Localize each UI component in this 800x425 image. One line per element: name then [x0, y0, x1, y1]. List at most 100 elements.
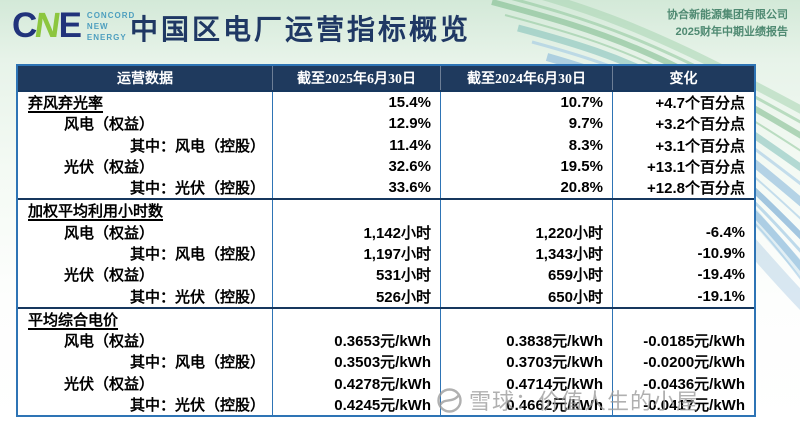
table-header-row: 运营数据 截至2025年6月30日 截至2024年6月30日 变化 [18, 66, 754, 90]
table-row: 其中：光伏（控股） 33.6% 20.8% +12.8个百分点 [18, 177, 754, 199]
metric-label-cell: 风电（权益） [64, 117, 155, 134]
metric-label-cell: 光伏（权益） [64, 376, 155, 393]
cne-logo: CNE CONCORD NEW ENERGY [12, 6, 135, 45]
value-2025-cell: 12.9% [272, 113, 440, 135]
metric-label-cell: 平均综合电价 [28, 312, 119, 329]
company-name: 协合新能源集团有限公司 [667, 9, 788, 21]
value-2025-cell: 0.3503元/kWh [272, 351, 440, 373]
column-header-2025: 截至2025年6月30日 [272, 66, 440, 90]
metric-label-cell: 其中：光伏（控股） [130, 397, 266, 414]
logo-letter-e: E [58, 6, 82, 45]
value-2024-cell: 10.7% [440, 92, 612, 114]
metric-label-cell: 其中：风电（控股） [130, 138, 266, 155]
metric-label-cell: 其中：风电（控股） [130, 246, 266, 263]
column-header-2024: 截至2024年6月30日 [440, 66, 612, 90]
change-cell: -19.1% [612, 285, 754, 307]
change-cell: -0.0185元/kWh [612, 329, 754, 352]
table-row: 其中：光伏（控股） 0.4245元/kWh 0.4662元/kWh -0.0417元/… [18, 393, 754, 415]
table-section: 加权平均利用小时数 风电（权益） 1,142小时 1,220小时 -6.4% 其中：风电（… [18, 198, 754, 307]
value-2025-cell: 32.6% [272, 155, 440, 178]
metric-label-cell: 风电（权益） [64, 334, 155, 351]
change-cell: +12.8个百分点 [612, 177, 754, 199]
snowball-icon [437, 387, 462, 413]
value-2025-cell: 11.4% [272, 134, 440, 156]
value-2024-cell: 1,220小时 [440, 221, 612, 243]
change-cell [612, 200, 754, 222]
change-cell: +13.1个百分点 [612, 155, 754, 178]
table-row: 其中：风电（控股） 11.4% 8.3% +3.1个百分点 [18, 134, 754, 156]
value-2025-cell: 0.4278元/kWh [272, 372, 440, 394]
change-cell: -0.0200元/kWh [612, 351, 754, 373]
change-cell: +4.7个百分点 [612, 92, 754, 114]
value-2025-cell: 531小时 [272, 264, 440, 286]
column-header-metric: 运营数据 [117, 72, 173, 87]
change-cell: -0.0436元/kWh [612, 372, 754, 394]
metric-label-cell: 光伏（权益） [64, 268, 155, 285]
change-cell [612, 308, 754, 330]
value-2024-cell: 1,343小时 [440, 242, 612, 265]
metrics-table: 运营数据 截至2025年6月30日 截至2024年6月30日 变化 弃风弃光率 1… [16, 64, 756, 417]
change-cell: -19.4% [612, 264, 754, 286]
change-cell: -6.4% [612, 221, 754, 243]
page-title: 中国区电厂运营指标概览 [130, 15, 472, 46]
value-2025-cell: 1,142小时 [272, 221, 440, 243]
cne-logo-letters: CNE [12, 6, 82, 45]
metric-label-cell: 加权平均利用小时数 [28, 204, 164, 221]
value-2025-cell: 1,197小时 [272, 242, 440, 265]
logo-tagline-line3: ENERGY [86, 32, 127, 42]
report-identifier: 协合新能源集团有限公司 2025财年中期业绩报告 [667, 7, 788, 41]
table-row: 光伏（权益） 0.4278元/kWh 0.4714元/kWh -0.0436元/kWh [18, 372, 754, 394]
value-2025-cell: 0.4245元/kWh [272, 393, 440, 415]
table-row: 风电（权益） 12.9% 9.7% +3.2个百分点 [18, 113, 754, 135]
change-cell: -10.9% [612, 242, 754, 265]
value-2024-cell: 19.5% [440, 155, 612, 178]
metric-label-cell: 其中：光伏（控股） [130, 289, 266, 306]
logo-tagline: CONCORD NEW ENERGY [87, 11, 135, 43]
xueqiu-watermark: 雪球：价值人生的小屋 [436, 384, 699, 416]
metric-label-cell: 其中：光伏（控股） [130, 181, 266, 198]
table-section: 平均综合电价风电（权益） 0.3653元/kWh 0.3838元/kWh -0.018… [18, 306, 754, 415]
metrics-table-body: 弃风弃光率 15.4% 10.7% +4.7个百分点风电（权益） 12.9% 9.7% +3… [18, 90, 754, 415]
logo-tagline-line2: NEW [86, 21, 109, 31]
value-2025-cell: 526小时 [272, 285, 440, 307]
table-row: 其中：光伏（控股） 526小时 650小时 -19.1% [18, 285, 754, 307]
change-cell: +3.1个百分点 [612, 134, 754, 156]
logo-tagline-line1: CONCORD [86, 11, 136, 20]
report-name: 2025财年中期业绩报告 [675, 26, 788, 39]
value-2024-cell: 20.8% [440, 177, 612, 199]
value-2024-cell: 8.3% [440, 134, 612, 156]
value-2024-cell [440, 308, 612, 330]
value-2024-cell: 9.7% [440, 113, 612, 135]
table-row: 风电（权益） 1,142小时 1,220小时 -6.4% [18, 221, 754, 243]
value-2024-cell: 0.3838元/kWh [440, 329, 612, 352]
watermark-text: 雪球：价值人生的小屋 [469, 389, 700, 414]
metric-label-cell: 光伏（权益） [64, 159, 155, 176]
metric-label-cell: 其中：风电（控股） [130, 355, 266, 372]
value-2024-cell: 650小时 [440, 285, 612, 307]
logo-letter-c: C [12, 6, 37, 45]
value-2024-cell [440, 200, 612, 222]
table-row: 其中：风电（控股） 0.3503元/kWh 0.3703元/kWh -0.0200元/… [18, 351, 754, 373]
table-section: 弃风弃光率 15.4% 10.7% +4.7个百分点风电（权益） 12.9% 9.7% +3… [18, 90, 754, 199]
logo-letter-n: N [32, 6, 62, 45]
table-row: 其中：风电（控股） 1,197小时 1,343小时 -10.9% [18, 242, 754, 265]
table-row: 加权平均利用小时数 [18, 200, 754, 222]
table-row: 光伏（权益） 32.6% 19.5% +13.1个百分点 [18, 155, 754, 178]
value-2024-cell: 0.4714元/kWh [440, 372, 612, 394]
value-2025-cell: 0.3653元/kWh [272, 329, 440, 352]
table-row: 风电（权益） 0.3653元/kWh 0.3838元/kWh -0.0185元/kWh [18, 329, 754, 352]
value-2024-cell: 659小时 [440, 264, 612, 286]
value-2024-cell: 0.3703元/kWh [440, 351, 612, 373]
value-2025-cell: 15.4% [272, 92, 440, 114]
value-2025-cell [272, 200, 440, 222]
value-2025-cell [272, 308, 440, 330]
value-2025-cell: 33.6% [272, 177, 440, 199]
table-row: 光伏（权益） 531小时 659小时 -19.4% [18, 264, 754, 286]
table-row: 弃风弃光率 15.4% 10.7% +4.7个百分点 [18, 92, 754, 114]
change-cell: -0.0417元/kWh [612, 393, 754, 415]
metric-label-cell: 弃风弃光率 [28, 96, 104, 113]
metric-label-cell: 风电（权益） [64, 225, 155, 242]
change-cell: +3.2个百分点 [612, 113, 754, 135]
table-row: 平均综合电价 [18, 308, 754, 330]
